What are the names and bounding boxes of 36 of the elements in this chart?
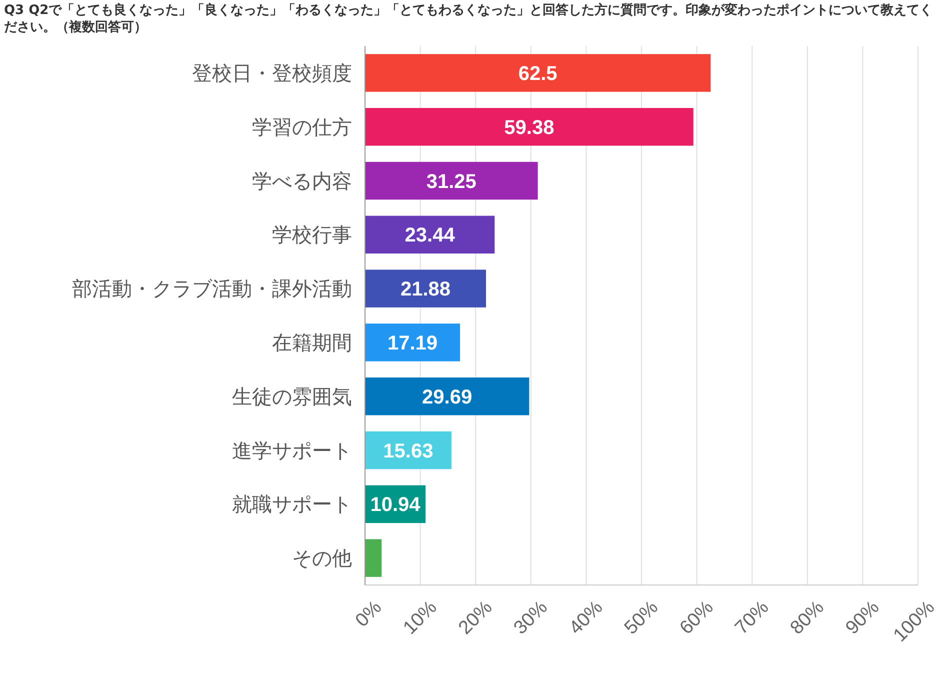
bar [365,377,530,416]
x-tick-label: 50% [620,597,663,639]
bar [365,324,460,362]
data-label: 29.69 [422,386,472,408]
bar [365,54,711,92]
data-label: 10.94 [370,494,422,516]
y-tick-label: 在籍期間 [272,330,352,354]
data-label: 23.44 [404,224,456,247]
bar [365,270,486,308]
x-tick-label: 80% [786,597,828,639]
x-tick-label: 30% [510,597,552,639]
chart-title: Q3 Q2で「とても良くなった」「良くなった」「わるくなった」「とてもわるくなった」と回答した方に質問です。印象が変わったポイントについて教えてください。（複数回答可） [4,2,934,36]
y-tick-label: その他 [292,546,352,570]
bar [365,539,382,577]
x-tick-label: 0% [352,597,386,632]
data-label: 21.88 [400,278,451,301]
data-label: 31.25 [426,170,476,193]
y-tick-label: 就職サポート [232,492,352,516]
data-label: 17.19 [388,332,438,354]
x-tick-label: 70% [731,597,774,639]
y-tick-label: 部活動・クラブ活動・課外活動 [72,276,352,301]
data-label: 15.63 [383,440,434,462]
x-tick-label: 40% [565,597,608,639]
y-tick-label: 進学サポート [232,438,352,462]
x-tick-label: 90% [842,597,884,639]
y-tick-label: 学習の仕方 [252,114,352,139]
bar [365,162,538,200]
data-label: 62.5 [518,62,558,85]
y-tick-label: 生徒の雰囲気 [232,384,352,408]
data-label: 59.38 [504,116,554,139]
y-tick-label: 登校日・登校頻度 [192,60,352,85]
x-tick-label: 60% [676,597,718,639]
y-tick-label: 学校行事 [272,222,352,247]
bar [365,216,495,254]
bar [365,108,694,146]
y-tick-label: 学べる内容 [252,168,352,193]
